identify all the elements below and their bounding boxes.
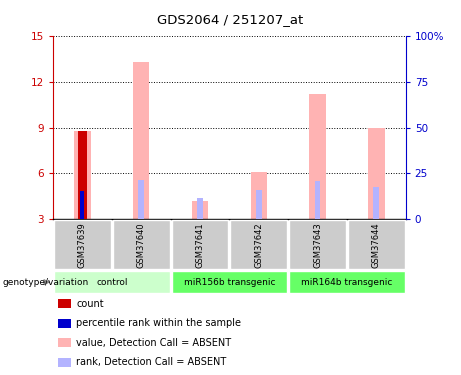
Text: miR164b transgenic: miR164b transgenic — [301, 278, 393, 287]
Text: count: count — [76, 299, 104, 309]
Bar — [138, 180, 144, 219]
Bar — [192, 201, 208, 219]
Bar — [54, 220, 111, 269]
Bar — [78, 130, 87, 219]
Bar — [79, 192, 85, 219]
Text: percentile rank within the sample: percentile rank within the sample — [76, 318, 241, 328]
Text: GSM37643: GSM37643 — [313, 222, 322, 268]
Text: rank, Detection Call = ABSENT: rank, Detection Call = ABSENT — [76, 357, 226, 367]
Text: value, Detection Call = ABSENT: value, Detection Call = ABSENT — [76, 338, 231, 348]
Text: genotype/variation: genotype/variation — [2, 278, 89, 287]
Bar — [133, 62, 149, 219]
Bar — [197, 198, 203, 219]
Text: GSM37640: GSM37640 — [136, 222, 146, 267]
Text: GSM37641: GSM37641 — [195, 222, 205, 267]
Bar — [289, 220, 346, 269]
Bar — [171, 271, 287, 293]
Text: control: control — [96, 278, 128, 287]
Bar — [314, 181, 320, 219]
Text: GSM37642: GSM37642 — [254, 222, 263, 267]
Bar — [80, 191, 84, 219]
Text: miR156b transgenic: miR156b transgenic — [183, 278, 275, 287]
Bar — [171, 220, 228, 269]
Bar — [348, 220, 405, 269]
Bar — [368, 128, 384, 219]
Bar — [113, 220, 170, 269]
Bar — [250, 172, 267, 219]
Bar — [74, 130, 91, 219]
Text: GDS2064 / 251207_at: GDS2064 / 251207_at — [157, 13, 304, 26]
Bar — [256, 190, 262, 219]
Text: GSM37639: GSM37639 — [78, 222, 87, 268]
Bar — [230, 220, 287, 269]
Text: GSM37644: GSM37644 — [372, 222, 381, 267]
Bar — [54, 271, 170, 293]
Bar — [289, 271, 405, 293]
Bar — [373, 187, 379, 219]
Bar — [309, 94, 326, 219]
